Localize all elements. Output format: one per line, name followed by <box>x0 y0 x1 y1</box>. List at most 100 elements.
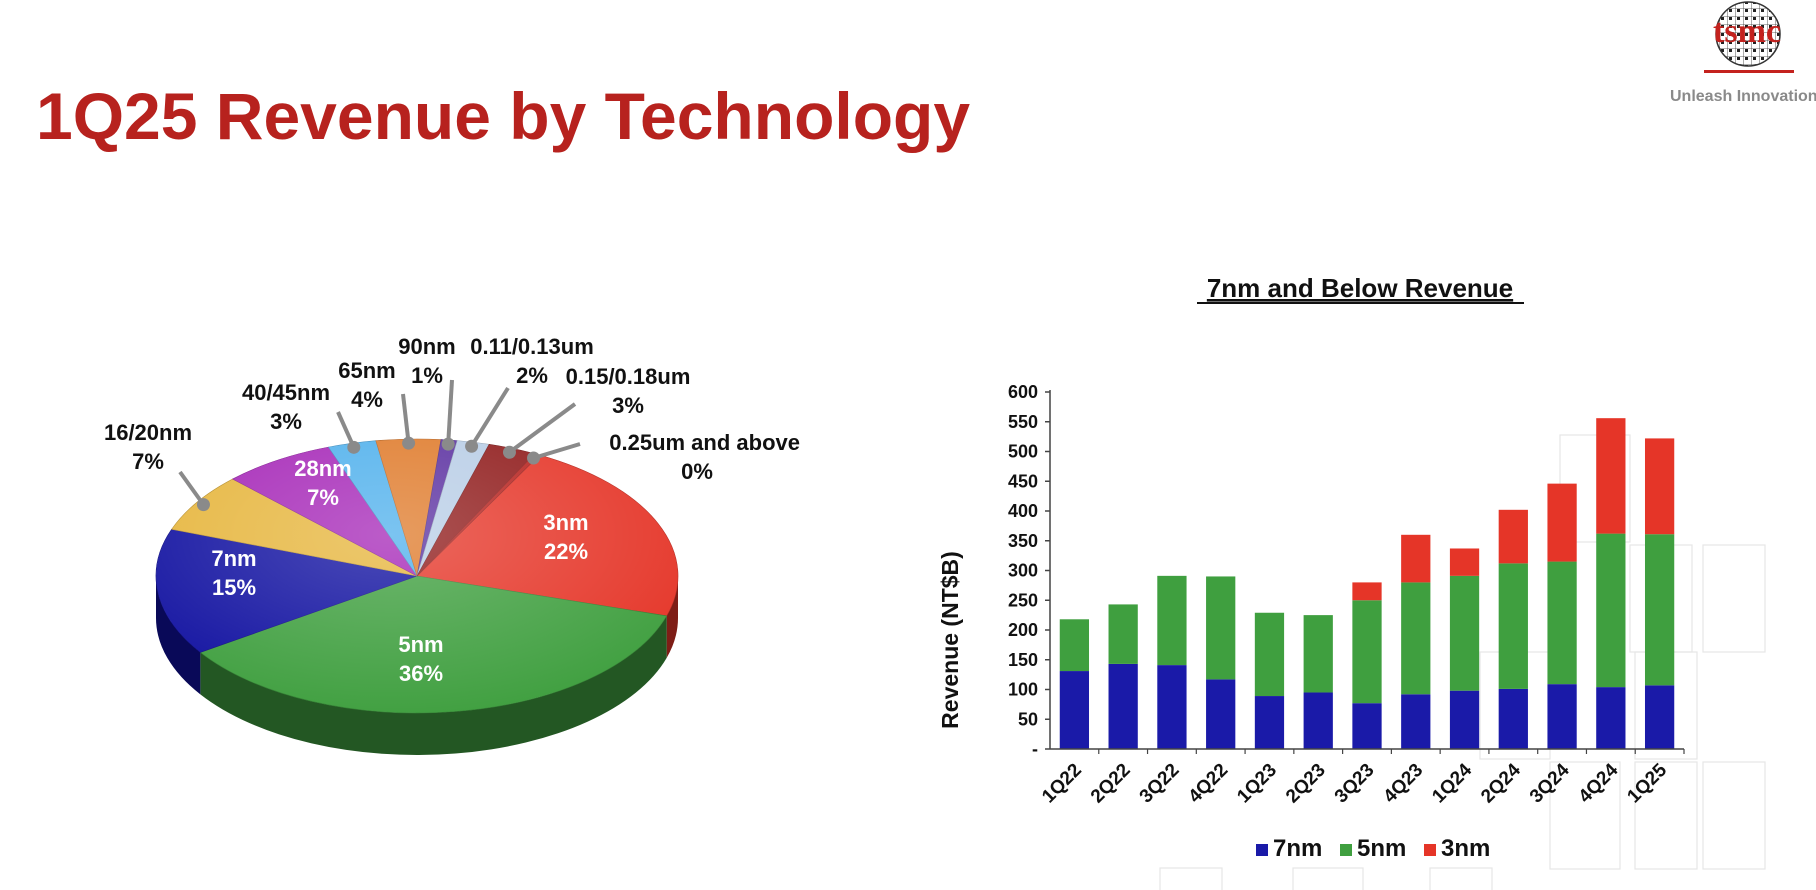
x-tick-label: 2Q22 <box>1087 760 1135 808</box>
bar-3nm-4q24 <box>1596 418 1626 534</box>
y-tick-label: 400 <box>1008 501 1038 521</box>
pie-label-3nm: 3nm <box>543 510 588 535</box>
y-tick-label: 350 <box>1008 531 1038 551</box>
x-tick-label: 4Q24 <box>1575 759 1623 807</box>
bar-7nm-1q22 <box>1059 671 1090 749</box>
y-tick-label: 100 <box>1008 680 1038 700</box>
y-tick-label: 150 <box>1008 650 1038 670</box>
bar-3nm-1q25 <box>1644 438 1675 535</box>
pie-pct-0-15-0-18um: 3% <box>612 393 644 418</box>
bar-chart-title: 7nm and Below Revenue <box>1207 273 1513 303</box>
pie-pct-7nm: 15% <box>212 575 256 600</box>
pie-label-65nm: 65nm <box>338 358 395 383</box>
pie-label-16-20nm: 16/20nm <box>104 420 192 445</box>
bar-5nm-2q24 <box>1498 563 1528 689</box>
legend-swatch-5nm <box>1340 844 1352 856</box>
tsmc-logo: tsmc <box>1704 1 1794 73</box>
pie-leader-dot-0-25um-and-above <box>527 451 541 465</box>
x-tick-label: 4Q23 <box>1380 760 1428 808</box>
pie-pct-90nm: 1% <box>411 363 443 388</box>
bar-7nm-4q23 <box>1401 694 1431 749</box>
legend-swatch-7nm <box>1256 844 1268 856</box>
x-tick-label: 1Q24 <box>1428 759 1476 807</box>
x-tick-label: 3Q22 <box>1136 760 1184 808</box>
pie-leader-dot-16-20nm <box>196 498 210 512</box>
x-tick-label: 2Q23 <box>1282 760 1330 808</box>
y-tick-label: 300 <box>1008 561 1038 581</box>
pie-leader-0-15-0-18um <box>508 402 577 454</box>
bar-5nm-3q24 <box>1547 561 1577 685</box>
logo-text: tsmc <box>1713 13 1781 50</box>
bar-5nm-1q22 <box>1059 619 1090 672</box>
bar-7nm-2q22 <box>1108 663 1138 749</box>
bar-7nm-1q23 <box>1254 696 1285 749</box>
y-tick-label: 600 <box>1008 382 1038 402</box>
pie-leader-65nm <box>401 393 411 444</box>
legend-label-3nm: 3nm <box>1441 835 1490 862</box>
bar-3nm-4q23 <box>1401 534 1431 583</box>
pie-pct-3nm: 22% <box>544 539 588 564</box>
y-tick-label: 50 <box>1018 709 1038 729</box>
pie-leader-dot-65nm <box>402 436 416 450</box>
pie-leader-dot-0-15-0-18um <box>502 445 516 459</box>
x-tick-label: 1Q22 <box>1038 760 1086 808</box>
x-tick-label: 1Q25 <box>1623 759 1671 807</box>
bar-5nm-4q23 <box>1401 582 1431 695</box>
legend-label-5nm: 5nm <box>1357 835 1406 862</box>
y-tick-label: 450 <box>1008 471 1038 491</box>
pie-label-0-15-0-18um: 0.15/0.18um <box>566 364 691 389</box>
bar-7nm-3q23 <box>1352 703 1382 749</box>
bar-5nm-4q24 <box>1596 533 1626 688</box>
pie-pct-16-20nm: 7% <box>132 449 164 474</box>
legend-swatch-3nm <box>1424 844 1436 856</box>
pie-label-40-45nm: 40/45nm <box>242 380 330 405</box>
pie-side-5nm <box>200 615 667 755</box>
page-title: 1Q25 Revenue by Technology <box>36 79 971 153</box>
bar-3nm-3q23 <box>1352 582 1382 601</box>
y-tick-label: 550 <box>1008 412 1038 432</box>
bar-7nm-2q24 <box>1498 688 1528 749</box>
bar-7nm-3q24 <box>1547 684 1577 749</box>
bar-7nm-3q22 <box>1157 665 1187 749</box>
pie-label-0-25um-and-above: 0.25um and above <box>609 430 800 455</box>
revenue-bar-chart: 7nm and Below Revenue Revenue (NT$B) - 50… <box>937 273 1685 862</box>
y-axis-label: Revenue (NT$B) <box>937 551 963 729</box>
bar-3nm-2q24 <box>1498 509 1528 564</box>
pie-pct-0-11-0-13um: 2% <box>516 363 548 388</box>
bar-7nm-2q23 <box>1303 692 1333 749</box>
y-tick-label: 250 <box>1008 590 1038 610</box>
pie-label-90nm: 90nm <box>398 334 455 359</box>
bar-3nm-3q24 <box>1547 483 1577 562</box>
pie-pct-5nm: 36% <box>399 661 443 686</box>
pie-leader-16-20nm <box>178 470 206 506</box>
pie-label-28nm: 28nm <box>294 456 351 481</box>
bar-7nm-4q22 <box>1206 679 1236 749</box>
pie-leader-0-25um-and-above <box>532 442 581 460</box>
pie-pct-40-45nm: 3% <box>270 409 302 434</box>
pie-label-7nm: 7nm <box>211 546 256 571</box>
x-tick-label: 2Q24 <box>1477 759 1525 807</box>
y-tick-label: - <box>1032 739 1038 759</box>
pie-leader-dot-40-45nm <box>347 440 361 454</box>
x-tick-label: 1Q23 <box>1233 760 1281 808</box>
bar-5nm-3q23 <box>1352 600 1382 704</box>
bar-5nm-3q22 <box>1157 575 1187 666</box>
pie-leader-dot-90nm <box>441 437 455 451</box>
pie-leader-0-11-0-13um <box>469 386 510 448</box>
pie-leader-90nm <box>446 379 454 445</box>
technology-pie-chart: 3nm 22% 5nm 36% 7nm 15% 16/20nm 7% 28nm 7% 40/45nm… <box>104 334 800 755</box>
bar-5nm-2q23 <box>1303 615 1333 693</box>
y-tick-label: 500 <box>1008 442 1038 462</box>
bar-7nm-4q24 <box>1596 687 1626 749</box>
bar-5nm-1q25 <box>1644 534 1675 686</box>
bar-7nm-1q25 <box>1644 685 1675 749</box>
legend-label-7nm: 7nm <box>1273 835 1322 862</box>
tagline: Unleash Innovation <box>1670 88 1816 105</box>
pie-pct-28nm: 7% <box>307 485 339 510</box>
x-tick-label: 3Q24 <box>1526 759 1574 807</box>
bar-7nm-1q24 <box>1449 690 1480 749</box>
x-tick-label: 3Q23 <box>1331 760 1379 808</box>
pie-pct-65nm: 4% <box>351 387 383 412</box>
bar-5nm-2q22 <box>1108 604 1138 664</box>
bar-5nm-4q22 <box>1206 576 1236 680</box>
